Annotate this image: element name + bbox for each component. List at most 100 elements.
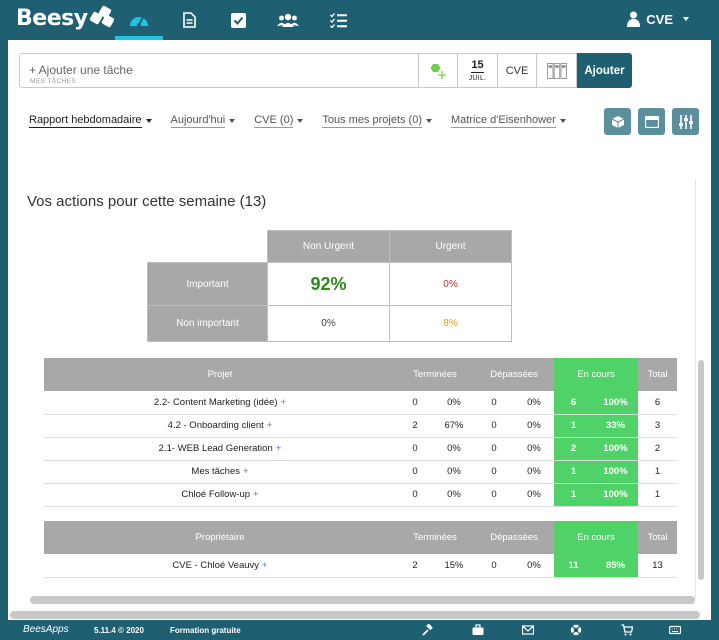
cube-export-icon: [611, 115, 624, 128]
done-pct: 0%: [434, 437, 474, 461]
filter-owner[interactable]: CVE (0): [254, 114, 304, 128]
add-plus-icon[interactable]: +: [262, 559, 268, 571]
owner-label: CVE: [505, 64, 529, 77]
col-header-project: Projet: [44, 358, 396, 391]
nav-team-icon[interactable]: [264, 0, 312, 40]
add-task-button[interactable]: Ajouter: [577, 53, 632, 88]
done-pct: 67%: [434, 414, 474, 438]
filter-period[interactable]: Aujourd'hui: [170, 114, 236, 128]
overdue-pct: 0%: [514, 483, 554, 507]
toolbar: [604, 108, 699, 135]
table-row[interactable]: 2.2- Content Marketing (idée) + 0 0% 0 0%…: [44, 391, 677, 415]
in-progress-pct: 85%: [593, 554, 638, 578]
overdue-pct: 0%: [514, 391, 554, 415]
overdue-pct: 0%: [514, 437, 554, 461]
add-plus-icon[interactable]: +: [253, 489, 259, 500]
in-progress-pct: 100%: [593, 460, 638, 484]
col-header-in-progress: En cours: [554, 358, 638, 391]
beesapps-brand[interactable]: BeesApps: [23, 624, 69, 635]
keyboard-icon[interactable]: [669, 624, 681, 636]
matrix-col-header: Non Urgent: [267, 230, 390, 263]
eisenhower-matrix: Non Urgent Urgent Important 92% 0% Non i…: [147, 230, 512, 342]
add-plus-icon[interactable]: +: [243, 466, 249, 477]
col-header-overdue: Dépassées: [474, 521, 554, 554]
filter-label: CVE (0): [254, 114, 294, 128]
add-task-input[interactable]: + Ajouter une tâche MES TÂCHES: [19, 53, 419, 88]
help-lifebuoy-icon[interactable]: [570, 624, 582, 636]
columns-button[interactable]: [537, 53, 577, 88]
add-plus-icon[interactable]: +: [266, 420, 273, 431]
project-name-cell: 2.2- Content Marketing (idée) +: [44, 391, 396, 415]
col-header-total: Total: [638, 521, 677, 554]
project-name: 2.2- Content Marketing (idée): [153, 396, 278, 408]
project-name-cell: 4.2 - Onboarding client +: [44, 414, 396, 438]
matrix-cell-important-urgent[interactable]: 0%: [389, 262, 512, 306]
print-button[interactable]: [638, 108, 665, 135]
vertical-scrollbar[interactable]: [698, 360, 704, 580]
chevron-down-icon: [426, 119, 433, 123]
table-row[interactable]: 2.1- WEB Lead Generation + 0 0% 0 0% 2 10…: [44, 437, 677, 461]
filter-label: Rapport hebdomadaire: [29, 114, 142, 128]
top-nav-bar: Beesy CVE: [0, 0, 719, 40]
main-panel: + Ajouter une tâche MES TÂCHES 15 JUIL. …: [8, 40, 711, 620]
in-progress-pct: 100%: [593, 391, 638, 415]
overdue-pct: 0%: [514, 414, 554, 438]
hammer-icon[interactable]: [421, 624, 433, 636]
in-progress-count: 6: [554, 391, 593, 415]
matrix-cell-not-important-not-urgent[interactable]: 0%: [267, 305, 390, 342]
project-name-cell: 2.1- WEB Lead Generation +: [44, 437, 396, 461]
add-plus-icon[interactable]: +: [275, 443, 282, 454]
mail-icon[interactable]: [522, 624, 534, 636]
add-plus-icon[interactable]: +: [280, 396, 287, 408]
table-row[interactable]: CVE - Chloé Veauvy + 2 15% 0 0% 11 85% 13: [44, 554, 677, 578]
overdue-count: 0: [474, 460, 514, 484]
filter-projects[interactable]: Tous mes projets (0): [322, 114, 433, 128]
chevron-down-icon: [683, 17, 689, 21]
overdue-count: 0: [474, 414, 514, 438]
nav-dashboard-icon[interactable]: [115, 0, 163, 40]
chevron-down-icon: [229, 119, 236, 123]
due-date-month: JUIL.: [468, 74, 487, 82]
footer-bar: BeesApps 5.11.4 © 2020 Formation gratuit…: [0, 620, 719, 640]
due-date-button[interactable]: 15 JUIL.: [458, 53, 498, 88]
cart-icon[interactable]: [621, 624, 633, 636]
settings-button[interactable]: [672, 108, 699, 135]
nav-checkbox-icon[interactable]: [214, 0, 262, 40]
nav-document-icon[interactable]: [165, 0, 213, 40]
free-training-link[interactable]: Formation gratuite: [170, 626, 241, 635]
table-row[interactable]: 4.2 - Onboarding client + 2 67% 0 0% 1 33…: [44, 414, 677, 438]
project-name: Mes tâches: [191, 466, 240, 477]
briefcase-icon[interactable]: [472, 624, 484, 636]
export-button[interactable]: [604, 108, 631, 135]
owner-button[interactable]: CVE: [498, 53, 537, 88]
owner-name-cell: CVE - Chloé Veauvy +: [44, 554, 396, 578]
green-hexagon-plus-icon: [430, 63, 446, 79]
priority-button[interactable]: [419, 53, 458, 88]
overdue-pct: 0%: [514, 460, 554, 484]
beesy-logo[interactable]: Beesy: [16, 5, 115, 31]
report-horizontal-scrollbar[interactable]: [30, 596, 695, 604]
overdue-count: 0: [474, 437, 514, 461]
matrix-cell-not-important-urgent[interactable]: 8%: [389, 305, 512, 342]
table-row[interactable]: Mes tâches + 0 0% 0 0% 1 100% 1: [44, 460, 677, 484]
overdue-pct: 0%: [514, 554, 554, 578]
add-task-placeholder: + Ajouter une tâche: [29, 63, 133, 77]
filter-matrix[interactable]: Matrice d'Eisenhower: [451, 114, 566, 128]
user-menu[interactable]: CVE: [627, 11, 689, 27]
in-progress-count: 1: [554, 483, 593, 507]
col-header-done: Terminées: [396, 358, 474, 391]
matrix-cell-important-not-urgent[interactable]: 92%: [267, 262, 390, 306]
table-row[interactable]: Chloé Follow-up + 0 0% 0 0% 1 100% 1: [44, 483, 677, 507]
filter-bar: Rapport hebdomadaire Aujourd'hui CVE (0)…: [29, 114, 585, 128]
sliders-icon: [678, 114, 693, 129]
window-icon: [644, 115, 659, 128]
total-count: 1: [638, 460, 677, 484]
project-name: Chloé Follow-up: [181, 489, 251, 500]
table-header-row: Propriétaire Terminées Dépassées En cour…: [44, 521, 677, 554]
report-title: Vos actions pour cette semaine (13): [27, 193, 267, 210]
version-label: 5.11.4 © 2020: [94, 626, 144, 635]
page-horizontal-scrollbar[interactable]: [10, 611, 700, 619]
nav-checklist-icon[interactable]: [314, 0, 362, 40]
in-progress-count: 2: [554, 437, 593, 461]
filter-report-type[interactable]: Rapport hebdomadaire: [29, 114, 152, 128]
